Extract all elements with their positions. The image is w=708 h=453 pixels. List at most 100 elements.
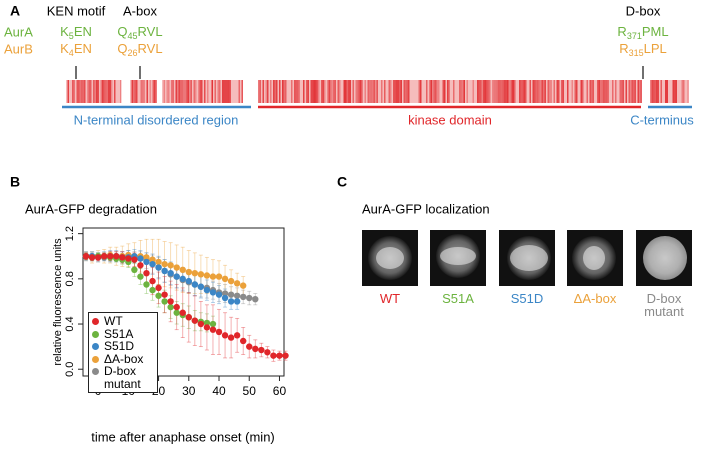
sequence-stripe	[666, 80, 668, 103]
sequence-stripe	[282, 80, 284, 103]
sequence-stripe	[136, 80, 138, 103]
sequence-stripe	[396, 80, 398, 103]
data-point	[203, 319, 211, 327]
data-point	[209, 273, 217, 280]
sequence-stripe	[634, 80, 636, 103]
sequence-stripe	[520, 80, 522, 103]
sequence-stripe	[606, 80, 608, 103]
legend: WT S51A S51D ΔA-box D-box mutant	[88, 312, 158, 393]
sequence-stripe	[553, 80, 555, 103]
legend-entry: ΔA-box	[92, 352, 154, 366]
sequence-stripe	[651, 80, 653, 103]
motif: Q26RVL	[117, 41, 162, 58]
sequence-stripe	[333, 80, 335, 103]
spindle	[510, 245, 548, 271]
y-tick-label: 0.4	[64, 316, 76, 331]
sequence-stripe	[134, 80, 136, 103]
plot-frame	[82, 227, 285, 377]
sequence-stripe	[501, 80, 503, 103]
sequence-stripe	[375, 80, 377, 103]
sequence-stripe	[550, 80, 552, 103]
sequence-stripe	[561, 80, 563, 103]
sequence-stripe	[390, 80, 392, 103]
sequence-stripe	[674, 80, 676, 103]
sequence-stripe	[687, 80, 689, 103]
data-point	[167, 303, 174, 311]
data-point	[94, 254, 102, 261]
sequence-stripe	[394, 80, 396, 103]
sequence-stripe	[448, 80, 450, 103]
motif-part: R	[617, 24, 626, 39]
data-point	[155, 284, 162, 292]
sequence-stripe	[498, 80, 500, 103]
sequence-stripe	[241, 80, 243, 103]
data-point	[215, 273, 223, 280]
sequence-stripe	[93, 80, 95, 103]
sequence-stripe	[504, 80, 506, 103]
data-point	[173, 303, 180, 311]
sequence-stripe	[622, 80, 624, 103]
y-axis-label: relative fluorescence units	[52, 238, 64, 366]
sequence-stripe	[400, 80, 402, 103]
sequence-stripe	[438, 80, 440, 103]
motif: R315LPL	[619, 41, 667, 58]
chart-title: AurA-GFP degradation	[25, 201, 157, 216]
sequence-stripe	[90, 80, 92, 103]
data-point	[246, 294, 253, 302]
sequence-stripe	[603, 80, 605, 103]
motif-part: K	[60, 41, 69, 56]
sequence-stripe	[96, 80, 98, 103]
motif-part: 26	[128, 48, 138, 58]
y-tick-label: 1.2	[64, 226, 76, 241]
sequence-stripe	[357, 80, 359, 103]
sequence-stripe	[541, 80, 543, 103]
data-point	[149, 286, 156, 294]
sequence-stripe	[297, 80, 299, 103]
legend-swatch	[92, 330, 99, 338]
sequence-stripe	[683, 80, 685, 103]
data-point	[143, 269, 150, 277]
motif-part: 45	[128, 31, 138, 41]
sequence-stripe	[102, 80, 104, 103]
cell-image	[636, 230, 692, 286]
data-point	[185, 314, 192, 321]
sequence-stripe	[432, 80, 434, 103]
sequence-stripe	[540, 80, 542, 103]
sequence-stripe	[171, 80, 173, 103]
sequence-stripe	[228, 80, 230, 103]
sequence-stripe	[109, 80, 111, 103]
motif-part: 315	[629, 48, 644, 58]
sequence-stripe	[214, 80, 216, 103]
sequence-stripe	[294, 80, 296, 103]
sequence-stripe	[180, 80, 182, 103]
sequence-stripe	[183, 80, 185, 103]
sequence-stripe	[279, 80, 281, 103]
data-point	[161, 298, 168, 305]
legend-entry: D-box mutant	[92, 365, 154, 390]
motif-part: PML	[642, 24, 669, 39]
sequence-stripe	[656, 80, 658, 103]
sequence-stripe	[283, 80, 285, 103]
sequence-stripe	[321, 80, 323, 103]
cell-image	[499, 230, 555, 286]
sequence-stripe	[149, 80, 151, 103]
sequence-stripe	[295, 80, 297, 103]
sequence-stripe	[447, 80, 449, 103]
sequence-stripe	[502, 80, 504, 103]
sequence-stripe	[349, 80, 351, 103]
sequence-stripe	[486, 80, 488, 103]
data-point	[179, 309, 186, 316]
data-point	[167, 262, 174, 269]
sequence-stripe	[654, 80, 656, 103]
sequence-stripe	[178, 80, 180, 103]
spindle	[583, 246, 605, 270]
data-point	[149, 260, 156, 268]
sequence-stripe	[198, 80, 200, 103]
sequence-stripe	[163, 80, 165, 103]
sequence-stripe	[372, 80, 374, 103]
sequence-stripe	[316, 80, 318, 103]
sample-label: ΔA-box	[573, 291, 617, 306]
sequence-stripe	[472, 80, 474, 103]
data-point	[227, 334, 235, 341]
sequence-stripe	[660, 80, 662, 103]
